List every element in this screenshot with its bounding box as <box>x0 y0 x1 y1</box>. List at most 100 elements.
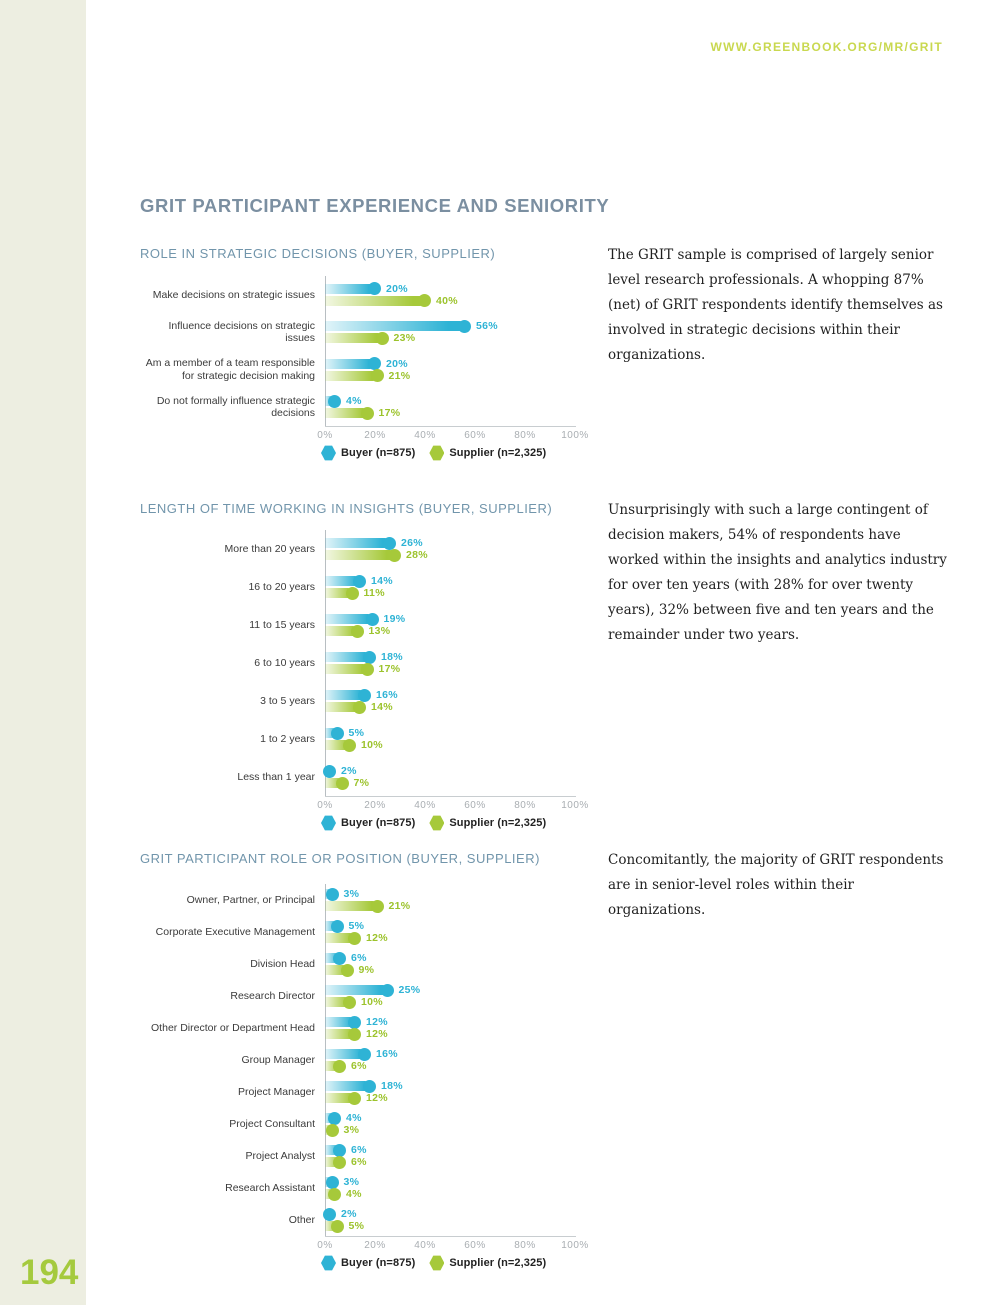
bar-pair: 4% 3% <box>325 1111 362 1137</box>
axis-tick-label: 40% <box>414 1240 436 1251</box>
bar-supplier <box>325 294 431 308</box>
bar-line: 2% <box>323 1207 364 1221</box>
legend-swatch-buyer-icon <box>321 815 336 831</box>
axis-tick-label: 0% <box>317 800 333 811</box>
bar-line: 17% <box>325 662 403 676</box>
value-label-buyer: 16% <box>376 1048 398 1060</box>
value-label-supplier: 12% <box>366 1028 388 1040</box>
category-label: Owner, Partner, or Principal <box>186 893 315 906</box>
bar-buyer <box>325 574 366 588</box>
value-label-supplier: 3% <box>343 1124 360 1136</box>
bar-line: 4% <box>325 1187 362 1201</box>
bar-line: 40% <box>325 294 458 308</box>
value-label-buyer: 18% <box>381 651 403 663</box>
bar-supplier <box>325 662 373 676</box>
value-label-buyer: 18% <box>381 1080 403 1092</box>
bar-buyer <box>325 1047 371 1061</box>
value-label-buyer: 16% <box>376 689 398 701</box>
value-label-buyer: 4% <box>346 395 362 408</box>
bar-supplier <box>325 331 388 345</box>
value-label-supplier: 28% <box>406 549 428 561</box>
axis-tick-label: 60% <box>464 800 486 811</box>
value-label-supplier: 14% <box>371 701 393 713</box>
category-label: 11 to 15 years <box>249 618 315 631</box>
bar-line: 14% <box>325 574 393 588</box>
bar-pair: 5% 10% <box>325 726 383 752</box>
section-heading-role-position: GRIT PARTICIPANT ROLE OR POSITION (BUYER… <box>140 851 540 866</box>
legend-swatch-buyer-icon <box>321 1255 336 1271</box>
bar-line: 21% <box>325 899 410 913</box>
x-axis: 0% 20% 40% 60% 80% 100% <box>140 426 700 444</box>
chart-row: Other 2% 5% <box>140 1204 700 1236</box>
bar-pair: 20% 40% <box>325 282 458 308</box>
value-label-supplier: 12% <box>366 932 388 944</box>
chart-row: Owner, Partner, or Principal 3% 21% <box>140 884 700 916</box>
value-label-supplier: 7% <box>353 777 370 789</box>
value-label-buyer: 26% <box>401 537 423 549</box>
bar-line: 2% <box>323 764 369 778</box>
category-label: Project Manager <box>237 1085 315 1098</box>
bar-buyer <box>325 919 343 933</box>
bar-supplier <box>325 738 356 752</box>
value-label-supplier: 6% <box>351 1060 367 1072</box>
bar-supplier <box>325 700 366 714</box>
chart-row: Am a member of a team responsible for st… <box>140 351 700 389</box>
bar-line: 56% <box>325 319 498 333</box>
category-label: Research Assistant <box>225 1181 315 1194</box>
bar-pair: 14% 11% <box>325 574 393 600</box>
value-label-buyer: 56% <box>476 320 498 333</box>
chart-row: Research Assistant 3% 4% <box>140 1172 700 1204</box>
chart-row: Other Director or Department Head 12% 12% <box>140 1012 700 1044</box>
value-label-supplier: 17% <box>378 407 401 420</box>
legend-item-supplier: Supplier (n=2,325) <box>429 445 546 461</box>
bar-line: 4% <box>325 394 400 408</box>
bar-buyer <box>325 726 343 740</box>
paragraph-length-of-time: Unsurprisingly with such a large conting… <box>608 502 947 643</box>
bar-buyer <box>325 1111 341 1125</box>
bar-supplier <box>325 406 373 420</box>
chart-row: Project Analyst 6% 6% <box>140 1140 700 1172</box>
bar-pair: 19% 13% <box>325 612 405 638</box>
bar-chart-strategic-decisions: Make decisions on strategic issues 20% 40%… <box>140 276 700 461</box>
category-label: Less than 1 year <box>237 770 315 783</box>
value-label-buyer: 5% <box>348 727 365 739</box>
category-label: 16 to 20 years <box>248 580 315 593</box>
bar-pair: 26% 28% <box>325 536 428 562</box>
bar-chart-role-position: Owner, Partner, or Principal 3% 21% Corpora… <box>140 884 700 1271</box>
bar-supplier <box>325 899 383 913</box>
section-heading-length-of-time: LENGTH OF TIME WORKING IN INSIGHTS (BUYE… <box>140 501 553 516</box>
category-label: Project Consultant <box>229 1117 315 1130</box>
bar-line: 12% <box>325 1015 388 1029</box>
bar-pair: 2% 5% <box>323 1207 364 1233</box>
bar-line: 12% <box>325 1091 403 1105</box>
bar-buyer <box>325 983 393 997</box>
bar-buyer <box>325 688 371 702</box>
chart-row: Make decisions on strategic issues 20% 40% <box>140 276 700 314</box>
bar-line: 3% <box>325 1175 362 1189</box>
value-label-supplier: 9% <box>358 964 375 976</box>
bar-pair: 3% 21% <box>325 887 410 913</box>
bar-line: 20% <box>325 357 410 371</box>
category-label: Corporate Executive Management <box>155 925 315 938</box>
chart-row: Corporate Executive Management 5% 12% <box>140 916 700 948</box>
bar-line: 17% <box>325 406 401 420</box>
bar-supplier <box>325 931 361 945</box>
chart-row: 3 to 5 years 16% 14% <box>140 682 700 720</box>
chart-row: Research Director 25% 10% <box>140 980 700 1012</box>
bar-line: 20% <box>325 282 458 296</box>
value-label-buyer: 20% <box>386 357 408 370</box>
axis-tick-label: 60% <box>464 430 486 441</box>
axis-tick-label: 80% <box>514 1240 536 1251</box>
legend-item-supplier: Supplier (n=2,325) <box>429 815 546 831</box>
bar-pair: 16% 6% <box>325 1047 398 1073</box>
bar-supplier <box>325 995 356 1009</box>
category-label: Am a member of a team responsible for st… <box>145 357 315 382</box>
bar-line: 10% <box>325 995 420 1009</box>
x-axis: 0% 20% 40% 60% 80% 100% <box>140 1236 700 1254</box>
bar-supplier <box>325 624 363 638</box>
bar-supplier <box>325 1059 346 1073</box>
axis-tick-label: 40% <box>414 430 436 441</box>
chart-row: Project Consultant 4% 3% <box>140 1108 700 1140</box>
chart-row: Influence decisions on strategic issues 5… <box>140 314 700 352</box>
value-label-buyer: 25% <box>398 984 421 996</box>
